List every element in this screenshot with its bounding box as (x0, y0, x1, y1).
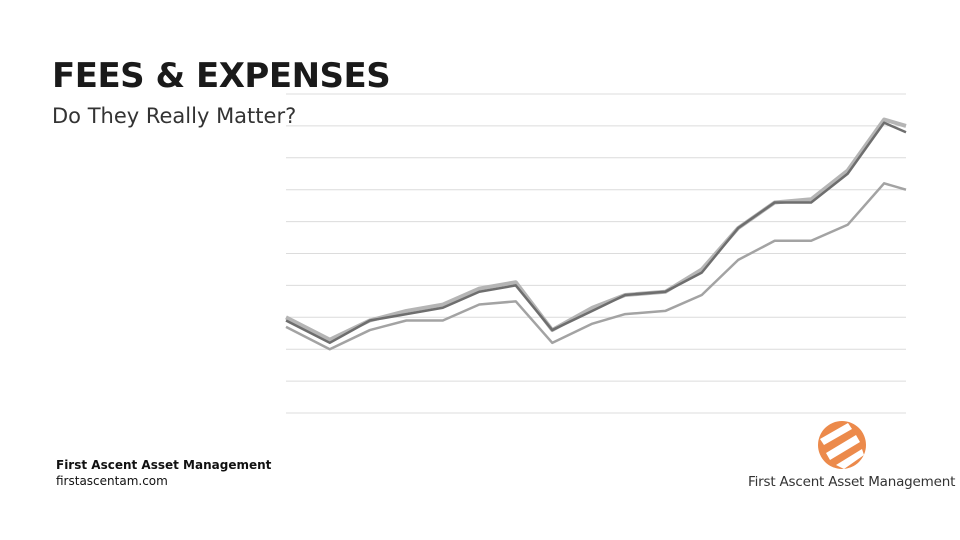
subtitle: Do They Really Matter? (52, 104, 297, 128)
logo-icon (818, 421, 866, 469)
line-series (285, 117, 907, 342)
company-name: First Ascent Asset Management (56, 458, 272, 472)
website: firstascentam.com (56, 474, 168, 488)
logo-text: First Ascent Asset Management (748, 474, 956, 490)
line-series (285, 121, 907, 345)
title: FEES & EXPENSES (52, 56, 391, 96)
line-series (285, 182, 907, 351)
